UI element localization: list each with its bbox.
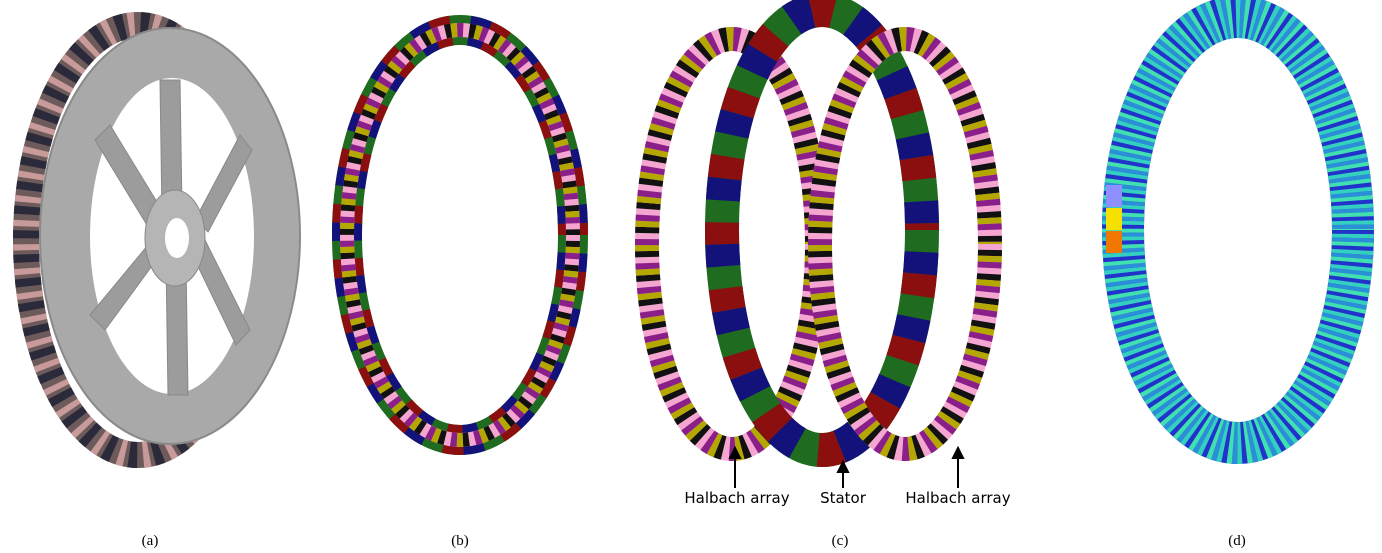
ring-segment (635, 27, 829, 461)
annotation: Stator (820, 489, 867, 507)
ring-segment (340, 23, 580, 447)
arrows (728, 445, 965, 488)
illustrations (13, 0, 1374, 468)
coil-block (1106, 185, 1122, 207)
ring-segment (705, 0, 939, 467)
annotation: Halbach array (905, 489, 1010, 507)
wheel (13, 12, 301, 468)
ring-segment (1102, 0, 1374, 464)
panel-label: (a) (142, 533, 159, 549)
coil-block (1106, 231, 1122, 253)
spokes (89, 79, 253, 396)
panel-label: (c) (832, 533, 849, 549)
annotation: Halbach array (684, 489, 789, 507)
ring-segment (340, 23, 580, 447)
panel-label: (b) (451, 533, 469, 549)
ring-segment (1102, 0, 1374, 464)
ring-segment (808, 27, 1002, 461)
ring-segment (340, 23, 580, 447)
hub-hole (165, 218, 189, 258)
panel-label: (d) (1228, 533, 1246, 549)
coil-block (1106, 208, 1122, 230)
ring-segment (808, 27, 1002, 461)
